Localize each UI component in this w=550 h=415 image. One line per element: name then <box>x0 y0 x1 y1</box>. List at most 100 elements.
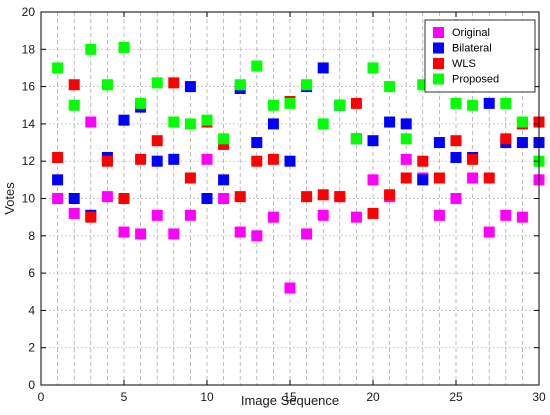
point-bilateral <box>516 137 528 149</box>
point-original <box>367 174 379 186</box>
point-original <box>350 211 362 223</box>
point-wls <box>467 153 479 165</box>
point-proposed <box>85 43 97 55</box>
point-wls <box>184 172 196 184</box>
point-wls <box>168 77 180 89</box>
point-wls <box>317 189 329 201</box>
x-tick-label: 25 <box>449 390 463 404</box>
y-tick-label: 20 <box>22 5 36 19</box>
point-original <box>467 172 479 184</box>
y-tick-label: 18 <box>22 42 36 56</box>
point-proposed <box>151 77 163 89</box>
y-tick-label: 14 <box>22 117 36 131</box>
point-proposed <box>201 114 213 126</box>
point-original <box>218 193 230 204</box>
point-wls <box>367 207 379 219</box>
point-original <box>151 209 163 221</box>
legend-label-wls: WLS <box>452 58 476 70</box>
point-original <box>168 228 180 240</box>
point-proposed <box>251 60 263 72</box>
point-original <box>516 211 528 223</box>
x-tick-label: 15 <box>283 390 297 404</box>
point-proposed <box>500 97 512 109</box>
point-original <box>234 226 246 238</box>
point-wls <box>251 155 263 167</box>
point-bilateral <box>267 118 279 130</box>
point-original <box>433 209 445 221</box>
point-bilateral <box>417 174 429 186</box>
y-tick-label: 10 <box>22 192 36 206</box>
point-proposed <box>516 116 528 128</box>
legend-label-bilateral: Bilateral <box>452 43 492 55</box>
point-original <box>135 228 147 240</box>
point-proposed <box>317 118 329 130</box>
point-proposed <box>168 116 180 128</box>
y-tick-label: 2 <box>28 341 35 355</box>
legend-swatch-proposed <box>433 73 444 85</box>
point-proposed <box>284 97 296 109</box>
legend-swatch-bilateral <box>433 42 444 54</box>
point-proposed <box>101 79 113 91</box>
point-proposed <box>218 133 230 145</box>
y-tick-label: 6 <box>28 266 35 280</box>
y-tick-label: 0 <box>28 378 35 392</box>
point-proposed <box>450 97 462 109</box>
point-wls <box>234 191 246 203</box>
point-wls <box>52 151 64 163</box>
legend-swatch-original <box>433 27 444 38</box>
point-wls <box>135 153 147 165</box>
point-original <box>101 191 113 203</box>
axis-ticks: 0 5 10 15 20 25 30 0 2 4 6 8 10 12 14 16 18 20 <box>22 5 546 404</box>
point-wls <box>500 133 512 145</box>
legend-label-proposed: Proposed <box>452 74 499 86</box>
point-wls <box>350 97 362 109</box>
x-tick-label: 30 <box>532 390 546 404</box>
point-original <box>267 211 279 223</box>
point-proposed <box>384 81 396 93</box>
point-bilateral <box>433 137 445 149</box>
x-tick-label: 20 <box>366 390 380 404</box>
point-proposed <box>417 79 429 91</box>
point-proposed <box>367 62 379 74</box>
point-bilateral <box>483 97 495 109</box>
point-original <box>201 153 213 165</box>
point-proposed <box>334 99 346 111</box>
point-bilateral <box>68 193 80 204</box>
x-axis-title: Image Sequence <box>241 393 339 408</box>
point-original <box>52 193 64 204</box>
x-tick-label: 0 <box>38 390 45 404</box>
point-proposed <box>234 79 246 91</box>
y-tick-label: 12 <box>22 154 36 168</box>
point-proposed <box>135 97 147 109</box>
x-tick-label: 10 <box>200 390 214 404</box>
point-wls <box>417 155 429 167</box>
point-original <box>251 230 263 242</box>
y-tick-label: 8 <box>28 229 35 243</box>
point-original <box>68 207 80 219</box>
point-wls <box>450 135 462 147</box>
point-proposed <box>350 133 362 145</box>
point-bilateral <box>284 155 296 167</box>
point-original <box>184 209 196 221</box>
point-wls <box>433 172 445 184</box>
point-original <box>85 116 97 128</box>
point-original <box>483 226 495 238</box>
point-proposed <box>68 99 80 111</box>
point-bilateral <box>151 155 163 167</box>
point-original <box>284 282 296 294</box>
point-bilateral <box>317 62 329 74</box>
legend: Original Bilateral WLS Proposed <box>424 19 536 93</box>
point-original <box>317 209 329 221</box>
point-wls <box>218 138 230 150</box>
x-tick-label: 5 <box>121 390 128 404</box>
point-proposed <box>52 62 64 74</box>
point-bilateral <box>251 137 263 149</box>
point-wls <box>301 191 313 203</box>
point-bilateral <box>184 81 196 93</box>
point-wls <box>101 155 113 167</box>
point-wls <box>267 153 279 165</box>
point-original <box>500 209 512 221</box>
point-bilateral <box>218 174 230 186</box>
point-proposed <box>400 133 412 145</box>
